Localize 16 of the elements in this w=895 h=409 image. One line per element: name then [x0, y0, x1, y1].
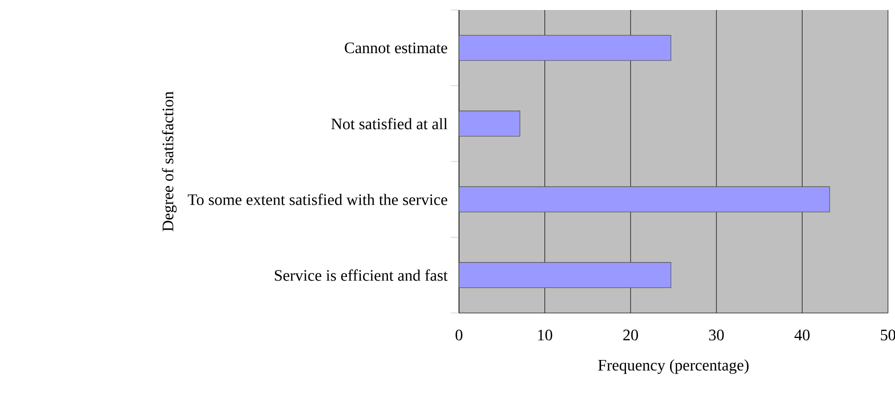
y-tick-label: To some extent satisfied with the service	[188, 194, 448, 206]
y-axis-title: Degree of satisfaction	[162, 92, 177, 232]
bar	[459, 110, 520, 137]
y-tick-label: Service is efficient and fast	[274, 269, 448, 281]
bar	[459, 262, 672, 288]
bar	[459, 186, 830, 212]
y-tick-label: Not satisfied at all	[331, 118, 448, 130]
x-tick-label: 40	[794, 330, 810, 340]
x-tick-label: 0	[456, 330, 462, 340]
y-tick-label: Cannot estimate	[344, 42, 448, 54]
x-tick-label: 10	[538, 330, 552, 340]
bar	[459, 34, 672, 61]
x-tick-label: 20	[623, 330, 638, 340]
x-tick-label: 30	[709, 330, 724, 340]
x-tick-label: 50	[880, 330, 895, 340]
x-axis-title: Frequency (percentage)	[598, 359, 749, 374]
